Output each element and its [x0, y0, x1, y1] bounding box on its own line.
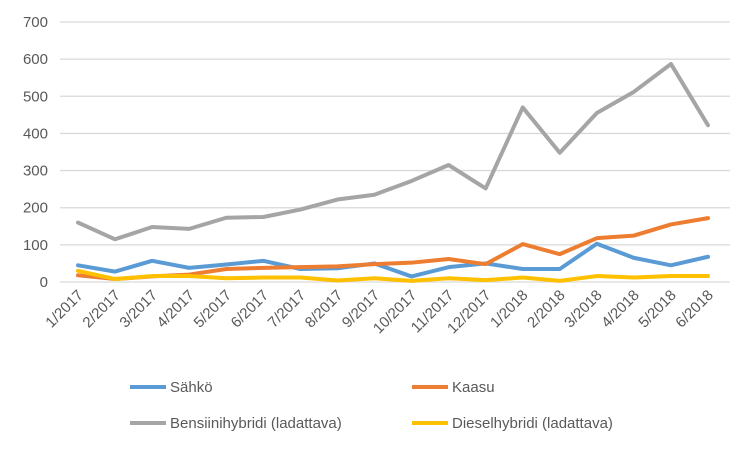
x-tick-label: 6/2018	[672, 287, 716, 331]
y-tick-label: 300	[23, 163, 48, 180]
legend-label: Bensiinihybridi (ladattava)	[170, 415, 342, 432]
legend-label: Kaasu	[452, 379, 495, 396]
legend-label: Dieselhybridi (ladattava)	[452, 415, 613, 432]
series-line-2	[76, 61, 710, 242]
series-line-3	[76, 268, 710, 283]
x-tick-label: 6/2017	[228, 287, 272, 331]
x-tick-label: 1/2018	[487, 287, 531, 331]
y-tick-label: 100	[23, 237, 48, 254]
x-tick-label: 4/2017	[154, 287, 198, 331]
y-tick-label: 200	[23, 200, 48, 217]
x-tick-label: 8/2017	[302, 287, 346, 331]
x-tick-label: 2/2018	[524, 287, 568, 331]
y-tick-label: 700	[23, 14, 48, 31]
y-tick-label: 500	[23, 88, 48, 105]
x-tick-label: 1/2017	[42, 287, 86, 331]
series-line-0	[76, 241, 710, 279]
x-tick-label: 3/2017	[116, 287, 160, 331]
x-tick-label: 7/2017	[265, 287, 309, 331]
x-tick-label: 4/2018	[598, 287, 642, 331]
x-tick-label: 5/2018	[635, 287, 679, 331]
x-tick-label: 2/2017	[79, 287, 123, 331]
y-tick-label: 400	[23, 125, 48, 142]
x-tick-label: 3/2018	[561, 287, 605, 331]
legend-label: Sähkö	[170, 379, 213, 396]
x-tick-label: 5/2017	[191, 287, 235, 331]
y-tick-label: 600	[23, 51, 48, 68]
y-tick-label: 0	[40, 274, 48, 291]
